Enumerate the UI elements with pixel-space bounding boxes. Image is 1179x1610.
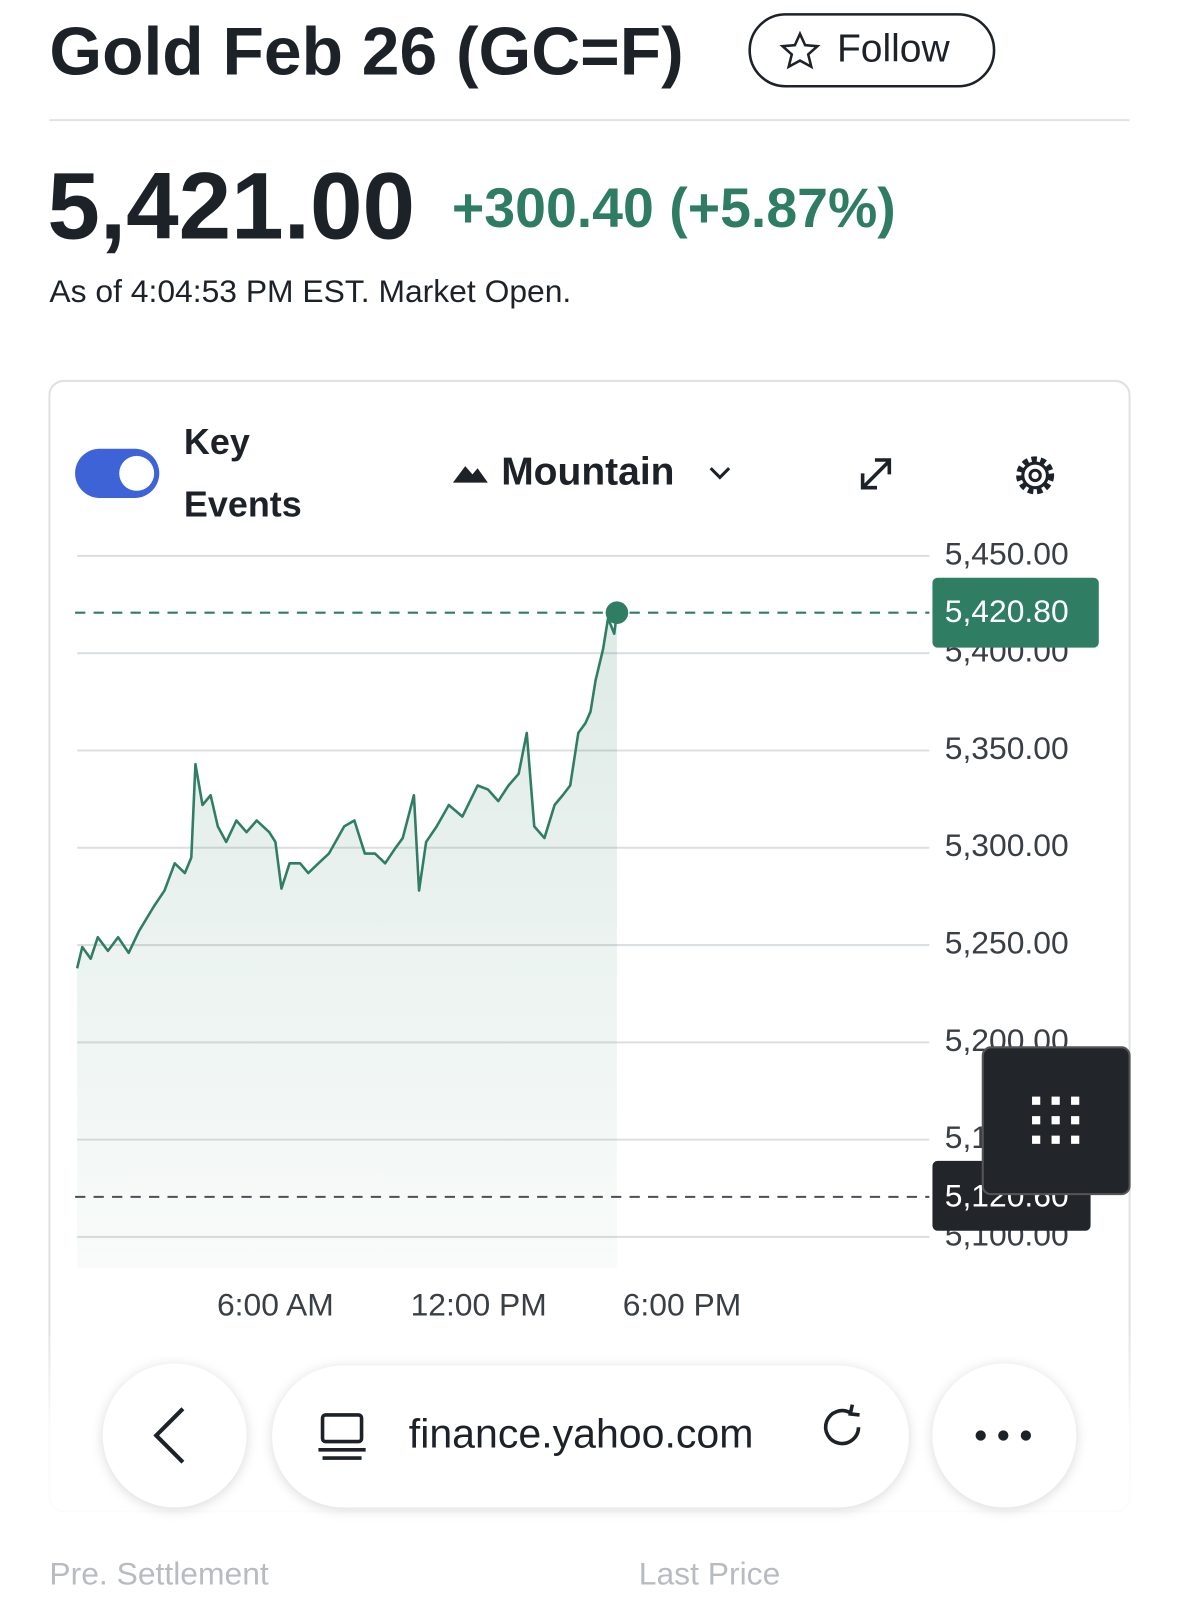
follow-label: Follow [837,28,951,71]
title: Gold Feb 26 (GC=F) [49,14,683,89]
y-tick-label: 5,250.00 [945,924,1069,960]
x-tick-label: 12:00 PM [411,1287,547,1323]
plot: 5,100.005,150.005,200.005,250.005,300.00… [75,535,1099,1323]
key-events-label: Events [184,484,302,525]
y-tick-label: 5,450.00 [945,535,1069,571]
area-fill [77,612,617,1269]
footer-label: Pre. Settlement [49,1556,269,1592]
toggle-knob [119,455,155,491]
settings-button[interactable] [1016,456,1055,495]
key-events-label: Key [184,421,250,462]
x-tick-label: 6:00 PM [623,1287,742,1323]
chevron [709,467,731,480]
last-price-tag [932,577,1099,648]
back-button[interactable] [102,1363,247,1508]
reload-icon[interactable] [823,1404,861,1446]
url: finance.yahoo.com [409,1410,754,1456]
footer-label: Last Price [639,1556,781,1592]
last-price-label: 5,420.80 [945,593,1069,629]
star-icon [779,30,821,70]
follow-button[interactable] [748,13,996,88]
x-tick-label: 6:00 AM [217,1287,334,1323]
url-bar[interactable] [272,1365,909,1508]
price-change: +300.40 (+5.87%) [452,177,896,239]
more-icon [975,1430,1032,1441]
chart-type[interactable]: Mountain [501,451,674,494]
back-icon [153,1407,185,1464]
price: 5,421.00 [47,154,415,260]
tabs-icon [318,1413,366,1460]
price-line [75,612,619,969]
last-point [605,601,629,624]
y-tick-label: 5,350.00 [945,730,1069,766]
layers-button[interactable] [981,1046,1131,1196]
mountain-icon [452,466,488,483]
y-tick-label: 5,300.00 [945,827,1069,863]
as-of: As of 4:04:53 PM EST. Market Open. [49,273,571,309]
expand-button[interactable] [860,458,892,490]
